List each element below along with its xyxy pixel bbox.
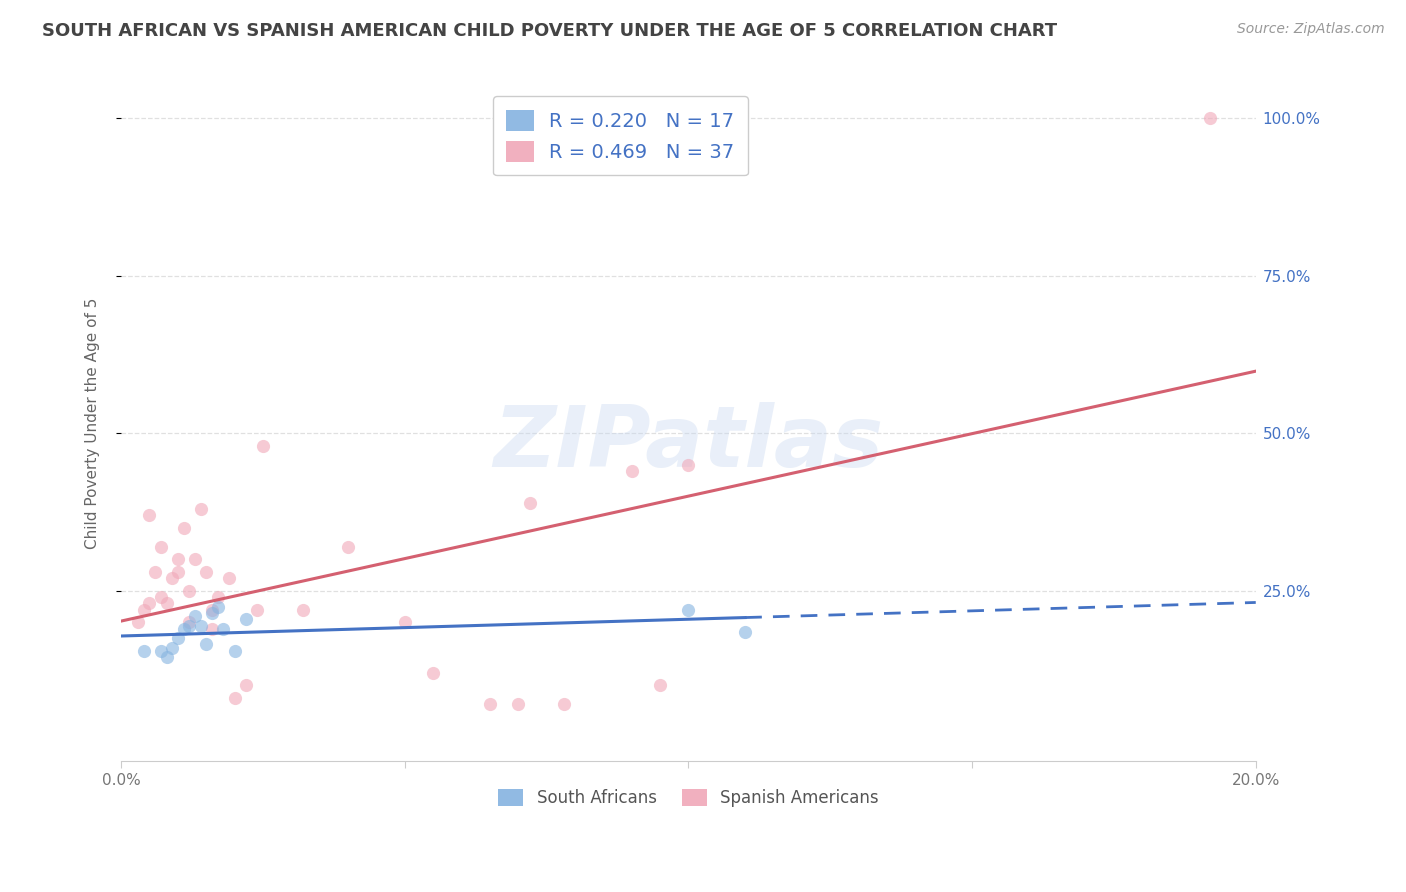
Point xyxy=(195,637,218,651)
Point xyxy=(184,609,207,624)
Point xyxy=(337,540,360,554)
Point xyxy=(224,644,246,658)
Point xyxy=(207,599,229,614)
Point xyxy=(201,606,224,620)
Point xyxy=(201,622,224,636)
Point xyxy=(246,603,269,617)
Point xyxy=(394,615,416,630)
Point xyxy=(127,615,149,630)
Point xyxy=(149,540,172,554)
Text: Source: ZipAtlas.com: Source: ZipAtlas.com xyxy=(1237,22,1385,37)
Point xyxy=(235,678,257,692)
Point xyxy=(160,571,183,585)
Point xyxy=(155,596,177,610)
Point xyxy=(201,603,224,617)
Point xyxy=(173,521,195,535)
Point xyxy=(620,464,643,478)
Point xyxy=(160,640,183,655)
Point xyxy=(138,508,160,523)
Point xyxy=(734,624,756,639)
Point xyxy=(190,501,212,516)
Point xyxy=(179,618,201,632)
Point xyxy=(678,603,700,617)
Legend: South Africans, Spanish Americans: South Africans, Spanish Americans xyxy=(492,782,886,814)
Point xyxy=(167,565,190,579)
Point xyxy=(184,552,207,566)
Point xyxy=(422,665,444,680)
Point xyxy=(195,565,218,579)
Point xyxy=(648,678,671,692)
Point xyxy=(167,552,190,566)
Point xyxy=(138,596,160,610)
Point xyxy=(252,439,274,453)
Point xyxy=(553,698,575,712)
Text: ZIPatlas: ZIPatlas xyxy=(494,402,883,485)
Point xyxy=(173,622,195,636)
Point xyxy=(207,590,229,604)
Point xyxy=(235,612,257,626)
Point xyxy=(508,698,530,712)
Point xyxy=(149,644,172,658)
Point xyxy=(179,583,201,598)
Point xyxy=(519,495,541,509)
Point xyxy=(1199,111,1222,125)
Point xyxy=(149,590,172,604)
Text: SOUTH AFRICAN VS SPANISH AMERICAN CHILD POVERTY UNDER THE AGE OF 5 CORRELATION C: SOUTH AFRICAN VS SPANISH AMERICAN CHILD … xyxy=(42,22,1057,40)
Point xyxy=(218,571,240,585)
Point xyxy=(167,631,190,645)
Point xyxy=(132,603,155,617)
Point xyxy=(132,644,155,658)
Point xyxy=(179,615,201,630)
Point xyxy=(212,622,235,636)
Point xyxy=(478,698,501,712)
Point xyxy=(190,618,212,632)
Point xyxy=(155,650,177,665)
Y-axis label: Child Poverty Under the Age of 5: Child Poverty Under the Age of 5 xyxy=(86,298,100,549)
Point xyxy=(291,603,314,617)
Point xyxy=(143,565,166,579)
Point xyxy=(224,691,246,706)
Point xyxy=(678,458,700,472)
